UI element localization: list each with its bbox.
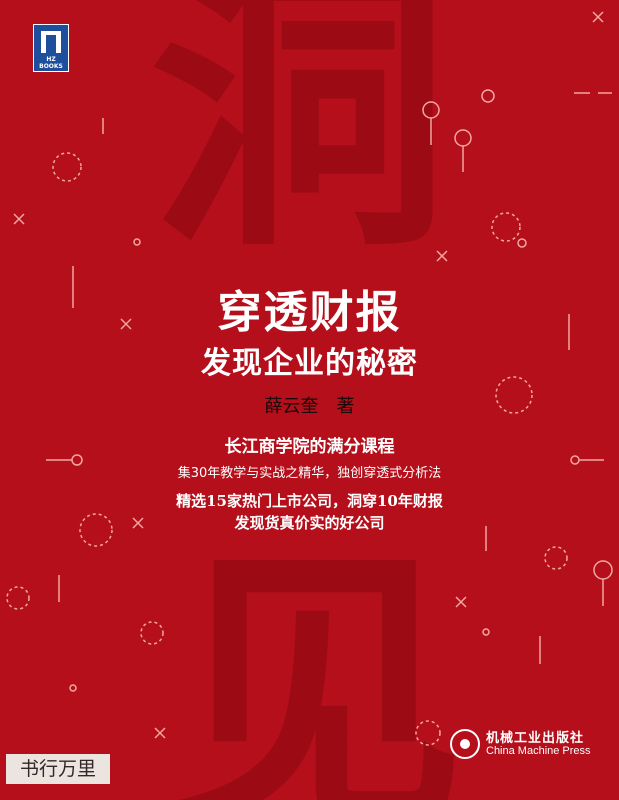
author-line: 薛云奎 著 <box>264 396 355 417</box>
deco-cross <box>436 250 448 262</box>
deco-cross <box>154 727 166 739</box>
logo-text: HZ BOOKS <box>39 56 63 70</box>
deco-dot-circle <box>482 628 490 636</box>
blurb-line-4: 发现货真价实的好公司 <box>234 514 385 532</box>
deco-dot-circle <box>69 684 77 692</box>
deco-pin-circle <box>593 560 613 580</box>
deco-dashed-circle <box>495 376 533 414</box>
blurb-line-3: 精选15家热门上市公司，洞穿10年财报 <box>176 492 443 510</box>
publisher-name-cn: 机械工业出版社 <box>486 731 585 746</box>
deco-cross <box>120 318 132 330</box>
background-char-top: 洞 <box>150 0 450 286</box>
deco-dot-circle <box>133 238 141 246</box>
deco-dashed-circle <box>415 720 441 746</box>
blurb-line-1: 长江商学院的满分课程 <box>224 437 395 457</box>
publisher-name-en: China Machine Press <box>486 745 591 757</box>
deco-dashed-circle <box>544 546 568 570</box>
deco-dashed-circle <box>52 152 82 182</box>
publisher-logo-icon <box>450 729 480 759</box>
background-char-bottom: 见 <box>165 518 465 800</box>
book-subtitle: 发现企业的秘密 <box>201 346 418 381</box>
deco-dashed-circle <box>79 513 113 547</box>
deco-dashed-circle <box>140 621 164 645</box>
book-title: 穿透财报 <box>217 287 402 338</box>
deco-pin-circle <box>454 129 472 147</box>
deco-dot-circle <box>517 238 527 248</box>
deco-cross <box>592 11 604 23</box>
deco-cross <box>132 517 144 529</box>
logo-mark-icon <box>41 31 61 53</box>
deco-dashed-circle <box>6 586 30 610</box>
blurb-line-2: 集30年教学与实战之精华，独创穿透式分析法 <box>177 466 442 481</box>
watermark-badge: 书行万里 <box>6 754 110 784</box>
deco-pin-circle <box>422 101 440 119</box>
deco-cross <box>455 596 467 608</box>
deco-pin-circle <box>481 89 495 103</box>
deco-cross <box>13 213 25 225</box>
deco-dashed-circle <box>491 212 521 242</box>
hz-books-logo: HZ BOOKS <box>33 24 69 72</box>
